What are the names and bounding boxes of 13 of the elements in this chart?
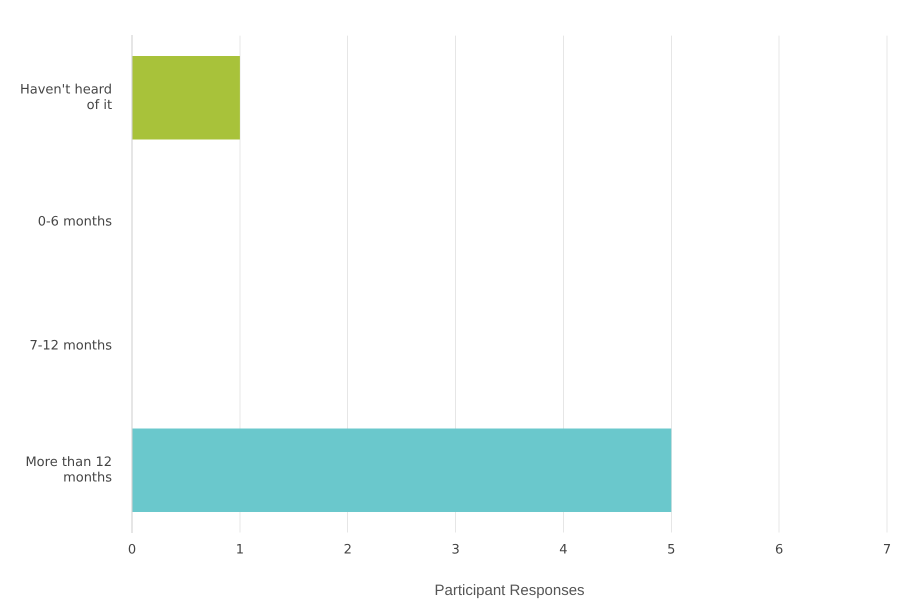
y-tick-label: 0-6 months (38, 214, 112, 230)
x-tick-label: 3 (451, 542, 460, 558)
x-tick-label: 5 (667, 542, 676, 558)
x-tick-label: 4 (559, 542, 568, 558)
x-tick-label: 2 (344, 542, 352, 558)
x-axis-title: Participant Responses (434, 582, 585, 600)
y-tick-label: More than 12 months (25, 454, 112, 486)
x-tick-label: 1 (236, 542, 244, 558)
x-tick-label: 7 (882, 542, 892, 558)
x-tick-label: 0 (128, 542, 136, 558)
x-tick-label: 6 (775, 542, 784, 558)
y-tick-label: Haven't heard of it (20, 82, 112, 113)
y-tick-label: 7-12 months (29, 338, 112, 354)
